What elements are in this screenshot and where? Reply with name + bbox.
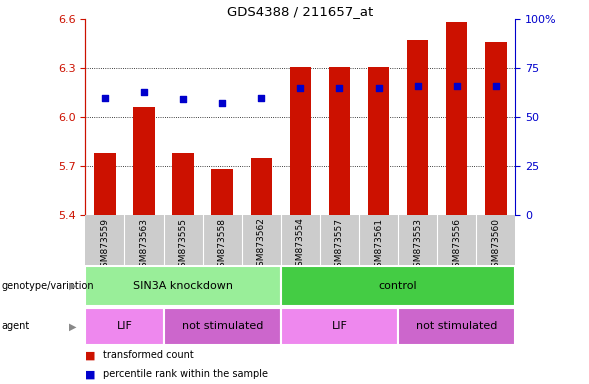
Bar bbox=[173, 153, 194, 215]
Point bbox=[374, 85, 383, 91]
Text: ▶: ▶ bbox=[69, 281, 77, 291]
Text: GSM873563: GSM873563 bbox=[140, 217, 148, 273]
Bar bbox=[85, 308, 164, 345]
Text: LIF: LIF bbox=[332, 321, 348, 331]
Text: GSM873559: GSM873559 bbox=[101, 217, 110, 273]
Point bbox=[140, 89, 149, 95]
Text: GSM873558: GSM873558 bbox=[218, 217, 227, 273]
Bar bbox=[85, 266, 281, 306]
Bar bbox=[329, 66, 350, 215]
Point bbox=[413, 83, 422, 89]
Bar bbox=[446, 23, 468, 215]
Bar bbox=[368, 66, 389, 215]
Point bbox=[335, 85, 344, 91]
Text: ▶: ▶ bbox=[69, 321, 77, 331]
Bar bbox=[407, 40, 428, 215]
Text: GSM873556: GSM873556 bbox=[452, 217, 461, 273]
Bar bbox=[133, 108, 155, 215]
Bar bbox=[211, 169, 233, 215]
Bar bbox=[250, 158, 272, 215]
Text: GSM873555: GSM873555 bbox=[178, 217, 188, 273]
Text: ■: ■ bbox=[85, 369, 96, 379]
Bar bbox=[485, 42, 507, 215]
Point bbox=[257, 94, 266, 101]
Text: not stimulated: not stimulated bbox=[416, 321, 498, 331]
Point bbox=[178, 96, 188, 103]
Text: GSM873562: GSM873562 bbox=[257, 217, 266, 272]
Title: GDS4388 / 211657_at: GDS4388 / 211657_at bbox=[227, 5, 373, 18]
Bar bbox=[290, 66, 311, 215]
Text: percentile rank within the sample: percentile rank within the sample bbox=[103, 369, 268, 379]
Bar bbox=[398, 308, 515, 345]
Point bbox=[452, 83, 461, 89]
Text: genotype/variation: genotype/variation bbox=[1, 281, 94, 291]
Text: transformed count: transformed count bbox=[103, 350, 194, 360]
Text: GSM873553: GSM873553 bbox=[413, 217, 422, 273]
Point bbox=[100, 94, 110, 101]
Bar bbox=[164, 308, 281, 345]
Text: GSM873560: GSM873560 bbox=[491, 217, 500, 273]
Text: SIN3A knockdown: SIN3A knockdown bbox=[133, 281, 233, 291]
Text: agent: agent bbox=[1, 321, 29, 331]
Point bbox=[491, 83, 501, 89]
Text: GSM873561: GSM873561 bbox=[374, 217, 383, 273]
Bar bbox=[281, 266, 515, 306]
Text: not stimulated: not stimulated bbox=[181, 321, 263, 331]
Point bbox=[296, 85, 305, 91]
Text: GSM873557: GSM873557 bbox=[335, 217, 344, 273]
Bar bbox=[281, 308, 398, 345]
Text: control: control bbox=[379, 281, 418, 291]
Point bbox=[217, 100, 227, 106]
Text: ■: ■ bbox=[85, 350, 96, 360]
Text: GSM873554: GSM873554 bbox=[296, 217, 305, 272]
Bar bbox=[94, 153, 115, 215]
Text: LIF: LIF bbox=[117, 321, 133, 331]
